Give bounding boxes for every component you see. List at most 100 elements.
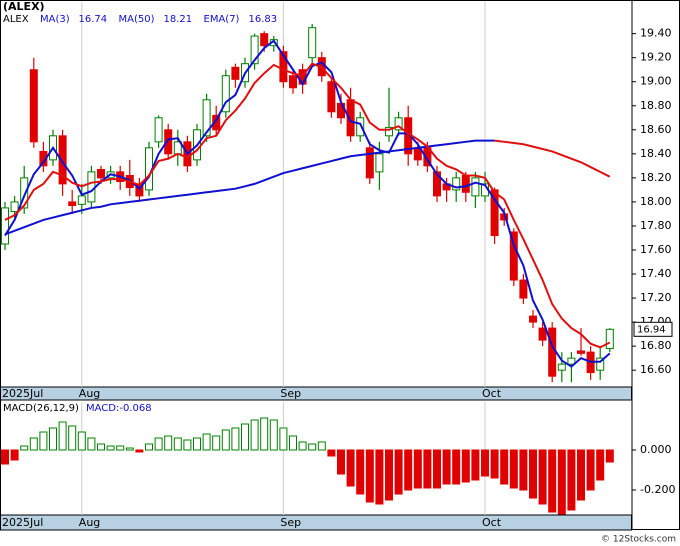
candle-body xyxy=(356,117,365,137)
macd-bar xyxy=(423,449,432,489)
macd-bar xyxy=(529,449,537,499)
candle-body xyxy=(365,147,374,179)
y-tick-label: 19.00 xyxy=(640,75,672,88)
macd-bar xyxy=(577,449,585,501)
macd-bar xyxy=(68,425,77,451)
macd-bar xyxy=(231,427,240,451)
macd-bar xyxy=(164,435,173,451)
macd-bar xyxy=(337,449,345,475)
macd-bar xyxy=(212,435,221,451)
candle-body xyxy=(212,114,221,131)
macd-bar xyxy=(461,449,470,483)
macd-bar xyxy=(77,431,86,451)
candle-body xyxy=(605,328,614,350)
x-tick-label: Aug xyxy=(79,387,100,400)
candle-body xyxy=(260,33,269,47)
y-tick-label: 18.60 xyxy=(640,123,672,136)
candle-body xyxy=(279,51,288,83)
y-tick-label: 17.40 xyxy=(640,267,672,280)
watermark: © 12Stocks.com xyxy=(601,535,676,545)
candle-body xyxy=(461,174,470,193)
macd-bar xyxy=(404,449,413,491)
candle-body xyxy=(452,177,461,191)
macd-bar xyxy=(97,443,105,451)
macd-bar xyxy=(125,447,134,451)
candle-body xyxy=(202,99,211,137)
candle-body xyxy=(250,35,259,65)
candle-body xyxy=(154,117,163,143)
candle-body xyxy=(29,69,38,143)
macd-bar xyxy=(490,449,499,479)
line-series xyxy=(4,139,495,236)
macd-bar xyxy=(183,439,192,451)
x-tick-label: Oct xyxy=(482,387,502,400)
macd-bar xyxy=(557,449,566,515)
macd-bar xyxy=(605,449,614,463)
macd-bar xyxy=(49,427,57,451)
macd-bar xyxy=(289,435,297,451)
macd-bar xyxy=(413,449,422,489)
macd-bar xyxy=(135,449,144,453)
macd-bar xyxy=(39,431,48,451)
legend-label: ALEX xyxy=(3,14,29,25)
macd-bar xyxy=(154,437,163,451)
candle-body xyxy=(433,171,441,197)
candle-body xyxy=(538,327,547,341)
macd-bar xyxy=(365,449,374,503)
y-tick-label: 18.80 xyxy=(640,99,672,112)
macd-bar xyxy=(173,437,182,451)
price-tag xyxy=(633,321,673,337)
macd-bar xyxy=(269,419,278,451)
macd-bar xyxy=(241,423,249,451)
macd-bar xyxy=(145,443,153,451)
y-tick-label: 16.60 xyxy=(640,363,672,376)
macd-bar xyxy=(327,449,336,457)
candle-body xyxy=(596,357,605,371)
x-tick-label: 2025Jul xyxy=(2,516,43,529)
macd-bar xyxy=(548,449,557,513)
candle-body xyxy=(394,117,403,131)
macd-bar xyxy=(596,449,605,481)
macd-bar xyxy=(202,433,211,451)
macd-bar xyxy=(20,445,29,451)
y-tick-label: -0.200 xyxy=(640,483,675,496)
legend-label: MACD(26,12,9) xyxy=(3,403,79,414)
candle-body xyxy=(375,153,384,173)
legend-value: 16.83 xyxy=(249,14,278,25)
candle-body xyxy=(308,27,317,59)
y-tick-label: 0.000 xyxy=(640,443,672,456)
x-tick-label: Oct xyxy=(482,516,502,529)
macd-bar xyxy=(279,427,288,451)
candle-body xyxy=(519,279,528,299)
macd-bar xyxy=(500,449,509,485)
legend-label: EMA(7) xyxy=(204,14,240,25)
macd-bar xyxy=(260,417,269,451)
macd-bar xyxy=(452,449,461,485)
candle-body xyxy=(289,75,297,89)
macd-bar xyxy=(433,449,441,489)
x-tick-label: Aug xyxy=(79,516,100,529)
candle-body xyxy=(97,168,105,179)
macd-bar xyxy=(481,449,489,477)
candle-body xyxy=(10,201,19,213)
chart-title: (ALEX) xyxy=(3,0,45,13)
y-tick-label: 16.80 xyxy=(640,339,672,352)
candle-body xyxy=(509,231,518,281)
candle-body xyxy=(557,363,566,371)
candle-body xyxy=(548,327,557,377)
macd-bar xyxy=(308,443,317,451)
x-tick-label: Sep xyxy=(280,387,301,400)
macd-bar xyxy=(298,441,307,451)
macd-bar xyxy=(317,441,326,451)
candle-body xyxy=(58,135,67,185)
line-series xyxy=(4,39,611,368)
macd-bar xyxy=(106,445,115,451)
y-tick-label: 18.20 xyxy=(640,171,672,184)
y-tick-label: 19.20 xyxy=(640,51,672,64)
macd-bar xyxy=(193,437,201,451)
macd-bar xyxy=(394,449,403,495)
macd-bar xyxy=(346,449,355,487)
candle-body xyxy=(490,189,499,237)
legend-label: MA(3) xyxy=(40,14,70,25)
